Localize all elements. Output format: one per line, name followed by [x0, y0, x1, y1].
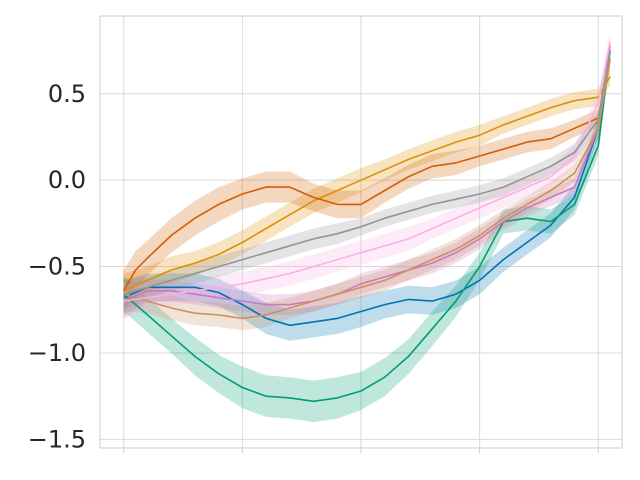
y-tick-label-1: −1.0	[28, 339, 86, 367]
y-tick-label-3: 0.0	[48, 166, 86, 194]
plot-frame	[99, 15, 623, 449]
series-4-line	[123, 45, 611, 306]
series-0-band	[123, 40, 611, 341]
y-tick-label-2: −0.5	[28, 253, 86, 281]
series-1-line	[123, 76, 611, 292]
confidence-bands	[123, 31, 611, 423]
series-lines	[123, 41, 611, 403]
series-0-line	[123, 50, 611, 327]
series-2-band	[123, 40, 611, 423]
y-tick-label-4: 0.5	[48, 80, 86, 108]
y-tick-labels: −1.5 −1.0 −0.5 0.0 0.5	[28, 80, 86, 454]
series-7-line	[123, 50, 611, 295]
series-5-band	[123, 50, 611, 331]
series-2-line	[123, 50, 611, 403]
series-3-line	[123, 59, 611, 292]
y-tick-label-0: −1.5	[28, 425, 86, 453]
series-6-band	[123, 31, 611, 319]
x-grid	[123, 16, 599, 453]
series-7-band	[123, 41, 611, 310]
series-6-line	[123, 41, 611, 302]
series-5-line	[123, 59, 611, 320]
series-1-band	[123, 67, 611, 308]
